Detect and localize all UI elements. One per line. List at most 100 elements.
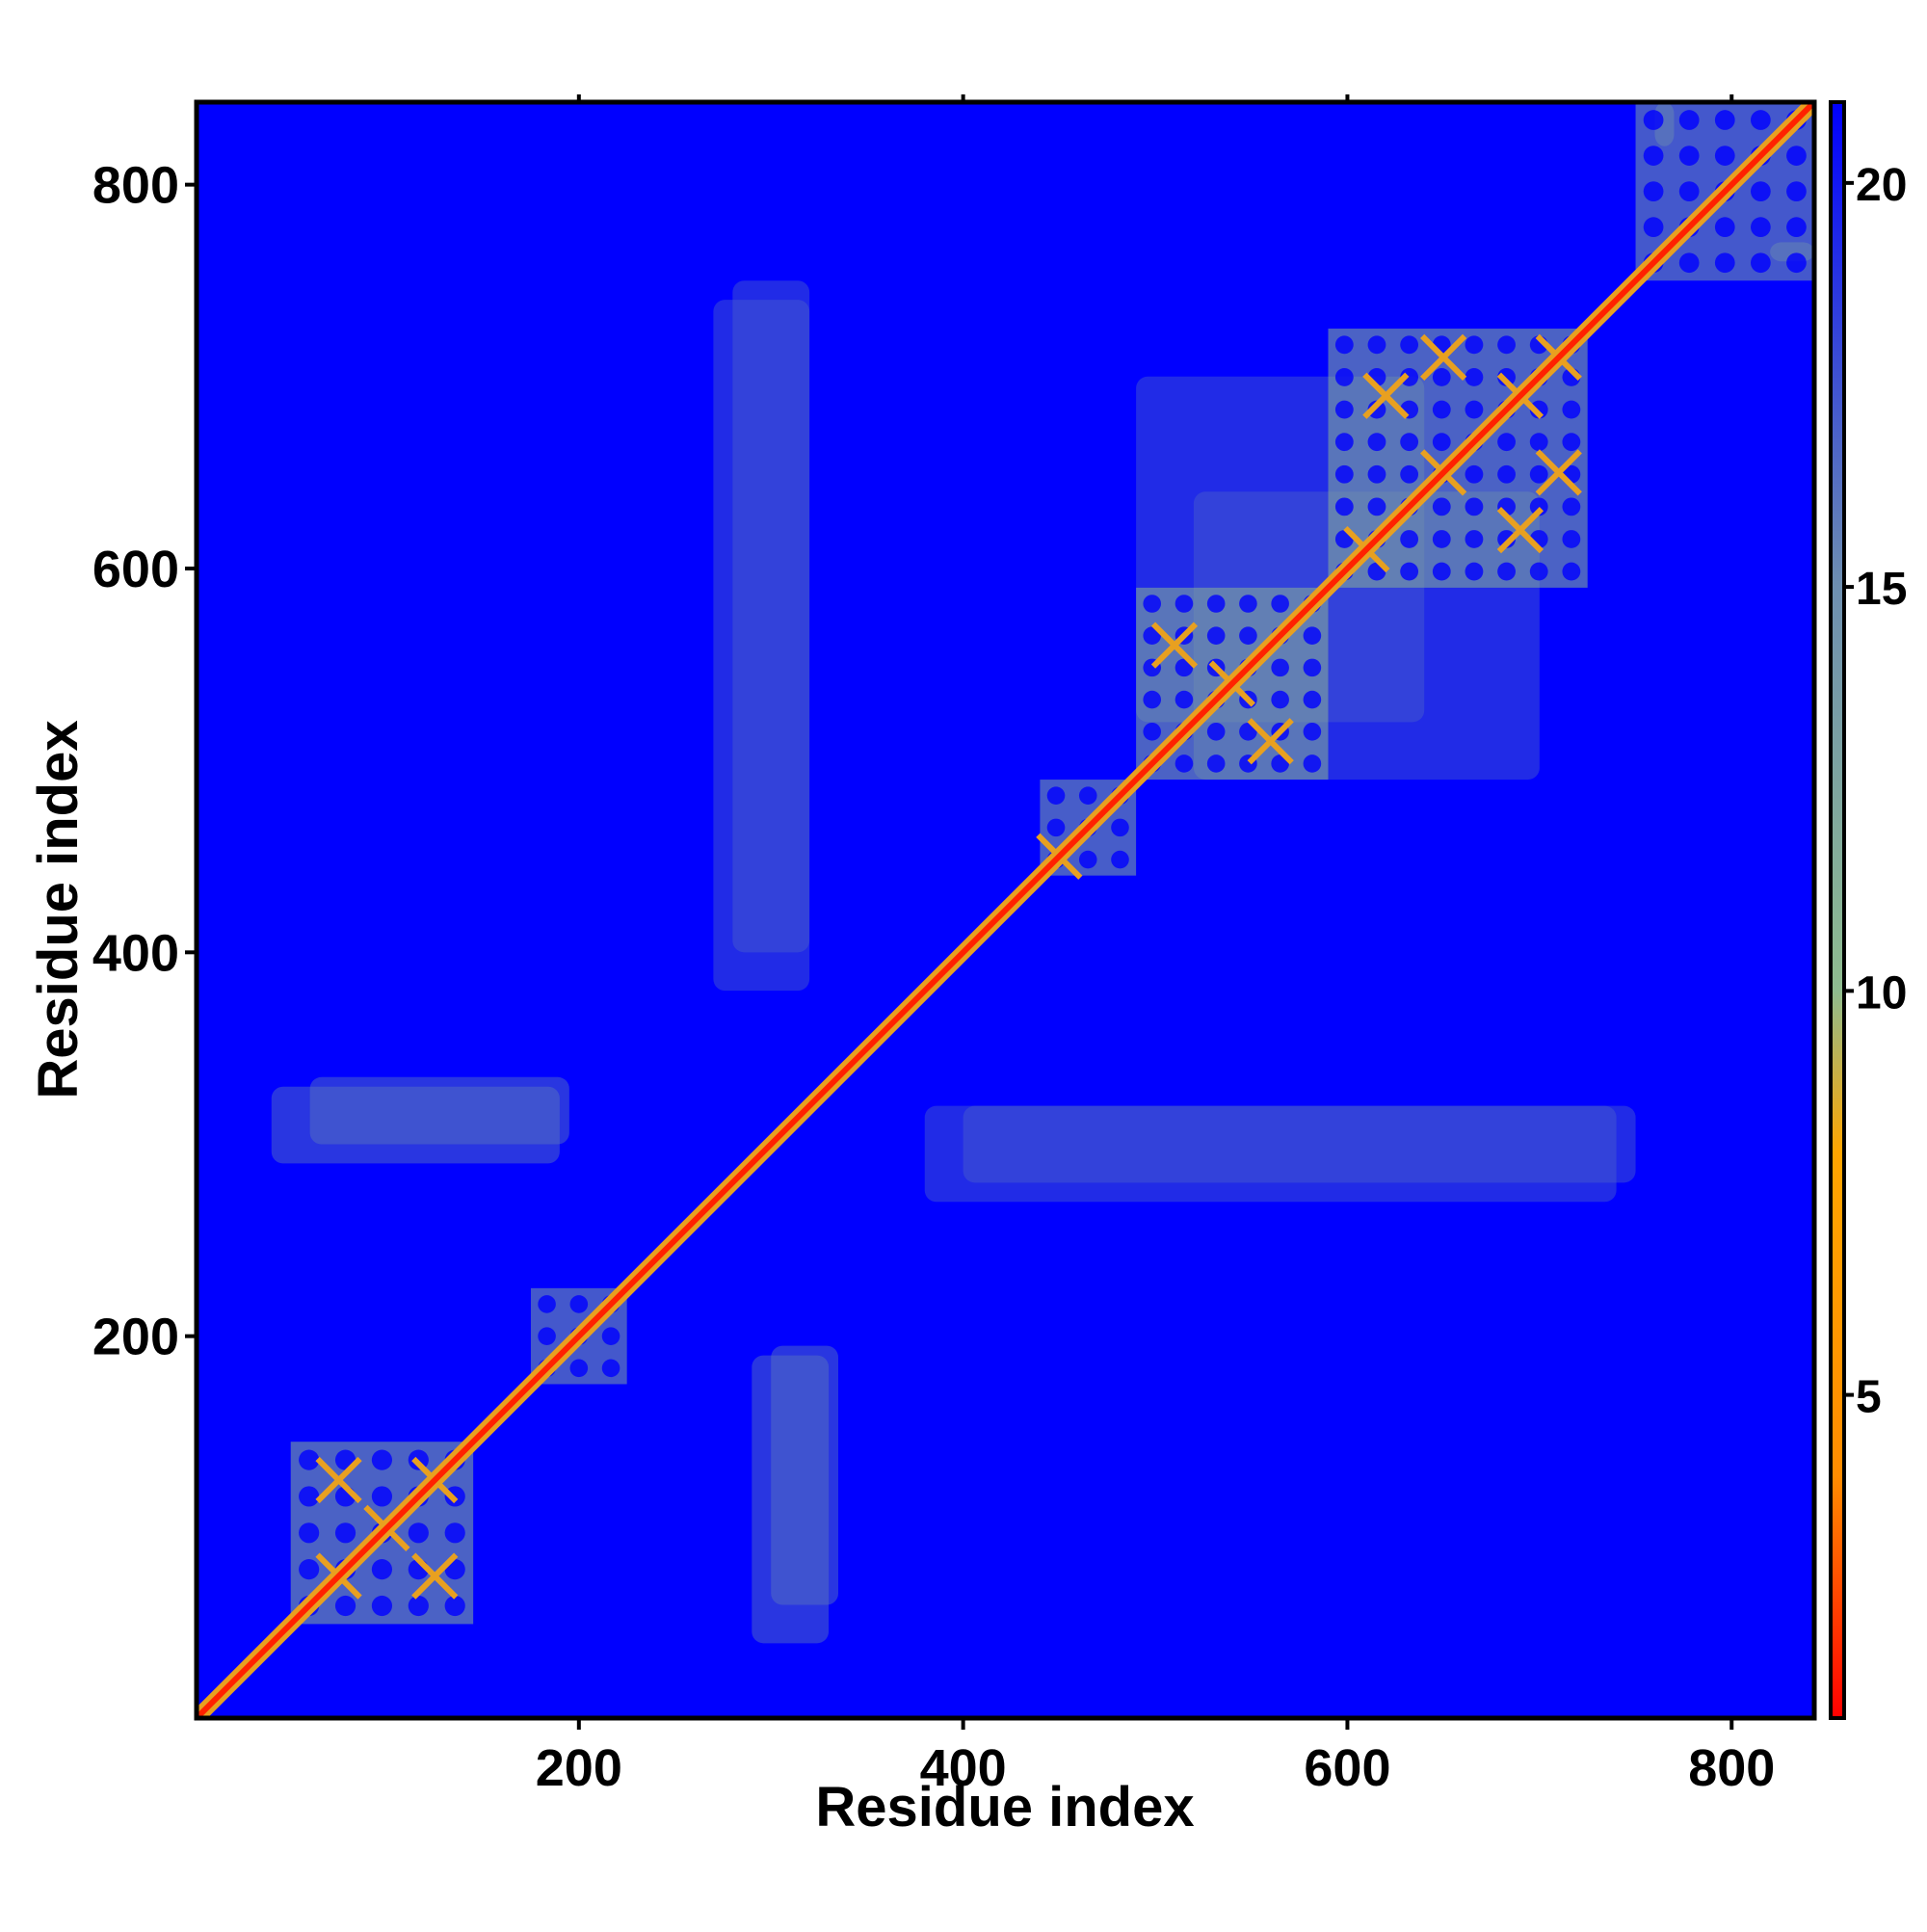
domain-hole-0-0-1: [299, 1486, 320, 1507]
domain-hole-5-4-1: [1786, 146, 1807, 166]
colorbar-tick-label-0: 5: [1856, 1372, 1882, 1423]
domain-hole-4-0-4: [1334, 464, 1354, 484]
domain-hole-0-3-4: [408, 1595, 429, 1617]
domain-block-0: [290, 1442, 474, 1625]
domain-hole-5-3-4: [1750, 252, 1771, 274]
domain-hole-0-3-2: [408, 1522, 429, 1544]
domain-hole-0-4-4: [444, 1595, 465, 1617]
colorbar-tick-label-2: 15: [1856, 564, 1907, 615]
domain-hole-0-1-4: [334, 1595, 356, 1617]
domain-hole-0-0-2: [299, 1522, 320, 1544]
domain-hole-3-0-4: [1143, 722, 1162, 741]
domain-hole-4-2-6: [1400, 530, 1419, 548]
domain-hole-3-5-1: [1303, 626, 1322, 645]
offdiag-patch-1-1: [271, 1086, 560, 1164]
domain-hole-4-0-2: [1334, 400, 1354, 419]
domain-hole-5-0-1: [1643, 146, 1664, 166]
domain-hole-4-4-4: [1465, 464, 1484, 484]
domain-hole-4-5-0: [1497, 335, 1516, 355]
domain-hole-4-2-3: [1400, 433, 1419, 452]
domain-hole-3-2-0: [1206, 595, 1226, 613]
domain-hole-1-0-1: [538, 1327, 556, 1345]
domain-hole-2-1-2: [1078, 850, 1097, 869]
domain-hole-5-0-3: [1643, 217, 1664, 238]
domain-hole-4-2-4: [1400, 464, 1419, 484]
contact-stroke-b-16: [1496, 507, 1544, 554]
contact-stroke-b-3: [315, 1456, 362, 1504]
domain-hole-4-2-7: [1400, 562, 1419, 581]
domain-hole-4-6-5: [1529, 497, 1548, 516]
domain-hole-3-5-3: [1303, 690, 1322, 709]
offdiag-patch-3-0: [963, 1105, 1636, 1183]
x-axis-title: Residue index: [815, 1776, 1194, 1839]
domain-hole-3-2-5: [1206, 754, 1226, 773]
domain-hole-3-2-4: [1206, 722, 1226, 741]
domain-hole-0-0-3: [299, 1559, 320, 1580]
domain-hole-4-0-5: [1334, 497, 1354, 516]
offdiag-patch-1-0: [752, 1355, 830, 1644]
domain-hole-1-1-2: [569, 1359, 589, 1378]
domain-hole-3-1-5: [1175, 754, 1194, 773]
contact-stroke-b-13: [1420, 333, 1467, 382]
colorbar-tick-label-1: 10: [1856, 967, 1907, 1019]
domain-hole-4-4-1: [1465, 368, 1484, 386]
domain-hole-5-2-3: [1714, 217, 1735, 238]
y-tick-label-1: 400: [92, 924, 179, 982]
y-tick-label-0: 200: [92, 1309, 179, 1366]
colorbar: 5 10 15 20: [1829, 100, 1907, 1720]
domain-hole-3-5-5: [1303, 754, 1322, 773]
domain-hole-3-1-3: [1175, 690, 1194, 709]
domain-hole-3-2-1: [1206, 626, 1226, 645]
domain-hole-3-5-4: [1303, 722, 1322, 741]
contact-stroke-b-14: [1535, 449, 1582, 496]
domain-hole-5-4-3: [1786, 217, 1807, 238]
domain-hole-4-1-0: [1367, 335, 1386, 355]
domain-hole-5-2-1: [1714, 146, 1735, 166]
domain-hole-3-1-0: [1175, 595, 1194, 613]
domain-hole-4-3-5: [1432, 497, 1451, 516]
domain-hole-0-2-4: [371, 1595, 393, 1617]
domain-hole-4-6-7: [1529, 562, 1548, 581]
domain-hole-3-0-0: [1143, 595, 1162, 613]
domain-hole-0-2-1: [371, 1486, 393, 1507]
domain-hole-2-0-1: [1046, 818, 1066, 837]
domain-hole-3-4-2: [1271, 658, 1289, 677]
domain-hole-4-5-6: [1497, 530, 1516, 548]
domain-hole-5-2-4: [1714, 252, 1735, 274]
domain-hole-4-3-1: [1432, 368, 1451, 386]
domain-hole-0-2-3: [371, 1559, 393, 1580]
offdiag-patch-0-1: [771, 1345, 839, 1605]
domain-hole-5-2-0: [1714, 110, 1735, 130]
x-tick-label-1: 400: [920, 1739, 1007, 1797]
domain-hole-4-3-6: [1432, 530, 1451, 548]
domain-hole-5-3-2: [1750, 181, 1771, 201]
domain-hole-5-4-4: [1786, 252, 1807, 274]
domain-hole-4-1-4: [1367, 464, 1386, 484]
domain-hole-1-1-0: [569, 1295, 589, 1313]
domain-hole-4-7-6: [1562, 530, 1581, 548]
contact-stroke-b-4: [411, 1552, 459, 1600]
domain-hole-3-3-0: [1239, 595, 1257, 613]
domain-hole-4-3-3: [1432, 433, 1451, 452]
domain-hole-5-0-2: [1643, 181, 1664, 201]
contact-stroke-b-7: [1150, 622, 1199, 669]
contact-stroke-b-15: [1362, 372, 1410, 419]
domain-hole-4-7-7: [1562, 562, 1581, 581]
domain-hole-1-2-2: [601, 1359, 620, 1378]
domain-hole-4-1-3: [1367, 433, 1386, 452]
domain-hole-4-6-3: [1529, 433, 1548, 452]
domain-hole-4-7-5: [1562, 497, 1581, 516]
domain-hole-2-2-2: [1111, 850, 1129, 869]
domain-hole-5-1-0: [1678, 110, 1700, 130]
domain-hole-3-4-0: [1271, 595, 1289, 613]
colorbar-tick-label-3: 20: [1856, 160, 1907, 211]
diagonal-line: [197, 102, 1814, 1718]
domain-hole-2-0-0: [1046, 786, 1066, 805]
domain-hole-5-0-0: [1643, 110, 1664, 130]
domain-hole-5-1-1: [1678, 146, 1700, 166]
domain-hole-4-2-1: [1400, 368, 1419, 386]
domain-hole-4-5-7: [1497, 562, 1516, 581]
domain-hole-4-3-7: [1432, 562, 1451, 581]
domain-hole-4-0-3: [1334, 433, 1354, 452]
